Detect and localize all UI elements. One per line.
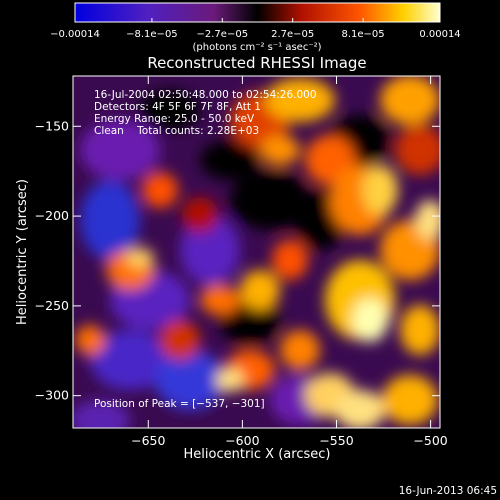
annotation-detectors: Detectors: 4F 5F 6F 7F 8F, Att 1 [94,101,261,113]
annotation-time-range: 16-Jul-2004 02:50:48.000 to 02:54:26.000 [94,89,317,101]
colorbar-tick-label: −8.1e−05 [126,29,178,40]
colorbar-tick-label: 8.1e−05 [342,29,385,40]
x-tick-label: −600 [225,433,259,448]
colorbar-tick-label: 0.00014 [419,29,460,40]
colorbar-tick-label: −0.00014 [50,29,100,40]
plot-frame [72,75,441,429]
chart-title: Reconstructed RHESSI Image [147,54,366,72]
y-axis-label: Heliocentric Y (arcsec) [15,179,30,325]
x-tick-label: −500 [413,433,447,448]
x-tick-label: −550 [319,433,353,448]
colorbar [74,2,441,23]
colorbar-tick-label: 2.7e−05 [271,29,314,40]
y-tick-label: −250 [35,298,69,313]
y-tick-label: −150 [35,118,69,133]
x-tick-label: −650 [131,433,165,448]
x-axis-ticks: −650 −600 −550 −500 [131,76,448,448]
colorbar-tick-label: −2.7e−05 [197,29,249,40]
y-tick-label: −300 [35,388,69,403]
peak-position-label: Position of Peak = [−537, −301] [94,398,265,410]
annotation-clean-counts: Clean Total counts: 2.28E+03 [94,125,259,137]
y-axis-ticks: −300 −250 −200 −150 [35,118,440,403]
x-axis-label: Heliocentric X (arcsec) [184,447,331,462]
y-tick-label: −200 [35,208,69,223]
footer-timestamp: 16-Jun-2013 06:45 [399,485,497,497]
colorbar-ticks: −0.00014 −8.1e−05 −2.7e−05 2.7e−05 8.1e−05 0.… [50,18,461,40]
colorbar-unit-label: (photons cm⁻² s⁻¹ asec⁻²) [192,42,321,53]
heatmap-image [73,76,440,428]
annotation-energy-range: Energy Range: 25.0 - 50.0 keV [94,113,255,125]
